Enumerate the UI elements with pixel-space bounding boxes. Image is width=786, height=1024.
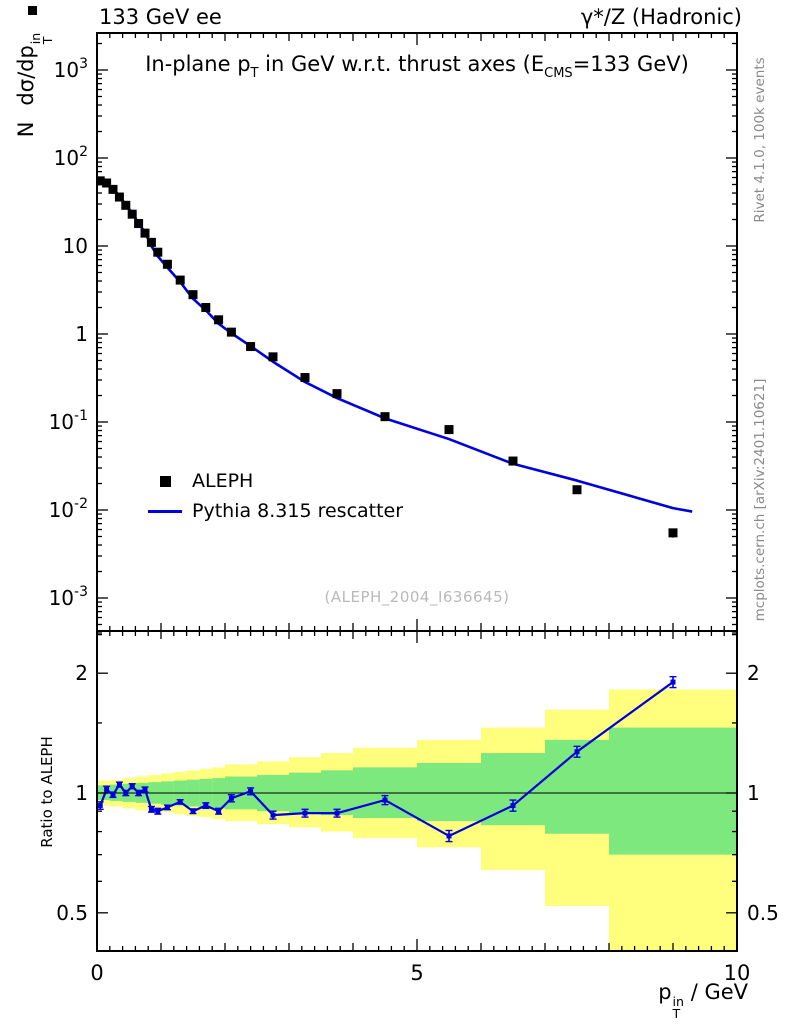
corner-marker [28, 6, 37, 15]
aleph-marker [268, 352, 278, 362]
axis-ticks [96, 33, 738, 951]
beam-energy-label: 133 GeV ee [99, 5, 222, 29]
aleph-marker [97, 176, 105, 186]
legend: ALEPH Pythia 8.315 rescatter [146, 466, 403, 526]
aleph-marker [121, 200, 131, 210]
xlabel-unit: / GeV [684, 980, 748, 1004]
aleph-marker [668, 528, 678, 538]
aleph-marker [134, 219, 144, 229]
xlabel-sup: in [672, 993, 685, 1009]
aleph-marker [102, 178, 112, 188]
ratio-band-green [97, 727, 737, 855]
xlabel-supsub: in T [672, 993, 685, 1021]
pythia-line-swatch [148, 509, 182, 513]
legend-label-pythia: Pythia 8.315 rescatter [192, 500, 404, 522]
aleph-marker [572, 485, 582, 495]
xlabel-sub: T [672, 1005, 681, 1021]
aleph-marker [226, 327, 236, 337]
mcplots-arxiv-note: mcplots.cern.ch [arXiv:2401.10621] [752, 378, 768, 622]
main-y-tick-label: 10 [63, 234, 88, 258]
aleph-marker [300, 373, 310, 383]
main-y-tick-label: 10-2 [49, 496, 88, 522]
main-y-axis-title: Ndσ/dp in T [14, 33, 55, 138]
legend-icon-cell [146, 475, 184, 487]
ylabel-sub: T [39, 36, 55, 45]
main-y-tick-label: 10-1 [49, 408, 88, 434]
plot-title-end: =133 GeV) [572, 52, 689, 76]
ratio-tick-label-right: 1 [747, 781, 760, 805]
plot-title: In-plane pT in GeV w.r.t. thrust axes (E… [97, 52, 737, 81]
ratio-tick-label-left: 0.5 [56, 901, 88, 925]
main-y-tick-label: 1 [75, 322, 88, 346]
aleph-marker [508, 456, 518, 466]
aleph-marker [175, 275, 185, 285]
aleph-marker [153, 247, 163, 257]
aleph-marker [188, 290, 198, 300]
ratio-tick-label-right: 2 [747, 661, 760, 685]
aleph-marker [114, 192, 124, 202]
main-y-tick-label: 102 [54, 144, 88, 170]
aleph-marker [246, 342, 256, 352]
aleph-marker [162, 259, 172, 269]
pythia-curve [97, 180, 693, 513]
ylabel-n: N [14, 121, 38, 138]
ratio-tick-label-left: 2 [75, 661, 88, 685]
xlabel-p: p [658, 980, 672, 1004]
ratio-series [97, 675, 677, 843]
plot-title-sub-cms: CMS [544, 65, 573, 81]
aleph-marker [108, 184, 118, 194]
x-tick-label: 0 [90, 961, 103, 985]
rivet-version-note: Rivet 4.1.0, 100k events [752, 57, 768, 223]
legend-item-pythia: Pythia 8.315 rescatter [146, 496, 403, 526]
x-tick-label: 10 [724, 961, 751, 985]
ratio-tick-label-right: 0.5 [747, 901, 779, 925]
plot-title-sub-t: T [250, 65, 259, 81]
aleph-marker-swatch [159, 475, 171, 487]
aleph-marker [201, 303, 211, 313]
plot-title-mid: in GeV w.r.t. thrust axes (E [258, 52, 545, 76]
process-label: γ*/Z (Hadronic) [580, 5, 742, 29]
ratio-tick-label-left: 1 [75, 781, 88, 805]
x-axis-title: p in T / GeV [658, 980, 748, 1020]
legend-item-aleph: ALEPH [146, 466, 403, 496]
x-tick-label: 5 [410, 961, 423, 985]
main-y-tick-label: 10-3 [49, 584, 88, 610]
plot-title-text: In-plane p [145, 52, 251, 76]
aleph-marker [214, 315, 224, 325]
aleph-marker [380, 412, 390, 422]
legend-icon-cell [146, 509, 184, 513]
aleph-marker [444, 425, 454, 435]
aleph-points [97, 176, 678, 538]
main-y-tick-label: 103 [54, 56, 88, 82]
ylabel-supsub: in T [28, 33, 55, 45]
aleph-marker [140, 228, 150, 238]
aleph-marker [332, 389, 342, 399]
analysis-watermark: (ALEPH_2004_I636645) [324, 588, 510, 606]
legend-label-aleph: ALEPH [192, 470, 254, 492]
ylabel-dsigma: dσ/dp [14, 45, 38, 106]
aleph-marker [146, 237, 156, 247]
aleph-marker [127, 209, 137, 219]
ratio-y-axis-title: Ratio to ALEPH [38, 736, 56, 848]
